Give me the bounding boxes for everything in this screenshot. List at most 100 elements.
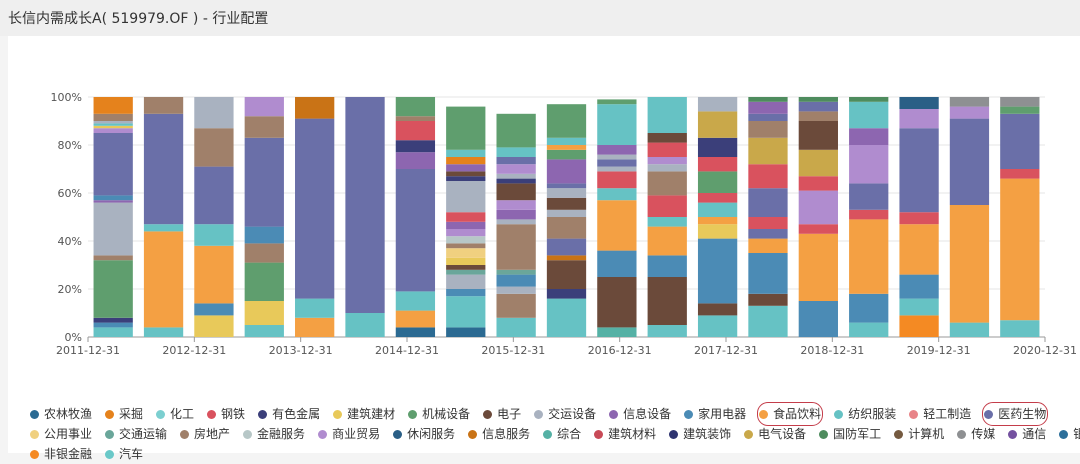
- legend-item[interactable]: 建筑装饰: [669, 424, 731, 444]
- bar-segment: [244, 301, 284, 325]
- bar-segment: [295, 97, 335, 119]
- legend-item[interactable]: 交运设备: [534, 404, 596, 424]
- bar-segment: [496, 274, 536, 287]
- legend-item[interactable]: 食品饮料: [757, 402, 824, 426]
- bar-segment: [597, 171, 637, 189]
- legend-swatch-icon: [30, 430, 39, 439]
- bar-segment: [93, 123, 133, 126]
- bar-segment: [899, 315, 939, 337]
- bar-segment: [395, 291, 436, 311]
- legend-item[interactable]: 采掘: [105, 404, 143, 424]
- legend-item[interactable]: 综合: [543, 424, 581, 444]
- y-tick-label: 100%: [51, 91, 82, 104]
- title-bar: 长信内需成长A( 519979.OF ) - 行业配置: [0, 0, 1080, 36]
- bar-segment: [647, 171, 687, 196]
- bar-segment: [748, 293, 788, 306]
- legend-row: 农林牧渔 采掘 化工 钢铁 有色金属 建筑建材 机械设备 电子 交运设备 信息设备 家用电器 食品饮料…: [30, 402, 1080, 426]
- legend-item[interactable]: 通信: [1008, 424, 1046, 444]
- legend-item[interactable]: 机械设备: [408, 404, 470, 424]
- legend-item[interactable]: 农林牧渔: [30, 404, 92, 424]
- legend-item[interactable]: 银行: [1059, 424, 1080, 444]
- x-tick-label: 2017-12-31: [694, 344, 758, 357]
- bar-segment: [446, 229, 486, 237]
- bar-segment: [93, 195, 133, 201]
- bar-segment: [496, 147, 536, 157]
- bar-segment: [395, 152, 436, 169]
- legend-swatch-icon: [609, 410, 619, 419]
- legend-swatch-icon: [894, 430, 904, 439]
- bar-segment: [597, 154, 637, 160]
- legend-item[interactable]: 信息设备: [609, 404, 671, 424]
- legend-item[interactable]: 金融服务: [243, 424, 305, 444]
- legend-item[interactable]: 公用事业: [30, 424, 92, 444]
- legend-item[interactable]: 信息服务: [468, 424, 530, 444]
- legend-label: 纺织服装: [848, 407, 897, 421]
- bar-segment: [496, 286, 536, 294]
- legend-swatch-icon: [243, 430, 253, 439]
- bar-segment: [697, 97, 738, 112]
- bar-segment: [93, 113, 133, 121]
- legend-item[interactable]: 医药生物: [982, 402, 1049, 426]
- legend-item[interactable]: 建筑材料: [594, 424, 656, 444]
- chart-legend: 农林牧渔 采掘 化工 钢铁 有色金属 建筑建材 机械设备 电子 交运设备 信息设备 家用电器 食品饮料…: [30, 402, 1080, 464]
- bar-segment: [446, 296, 486, 328]
- bar-segment: [798, 111, 838, 121]
- legend-swatch-icon: [318, 430, 328, 439]
- bar-segment: [143, 231, 184, 328]
- bar-segment: [647, 133, 687, 143]
- legend-item[interactable]: 纺织服装: [834, 404, 896, 424]
- bar-segment: [849, 101, 889, 129]
- bar-segment: [546, 217, 587, 239]
- legend-label: 国防军工: [833, 427, 882, 441]
- legend-item[interactable]: 建筑建材: [333, 404, 395, 424]
- legend-item[interactable]: 化工: [156, 404, 194, 424]
- legend-item[interactable]: 有色金属: [258, 404, 320, 424]
- legend-swatch-icon: [156, 410, 166, 419]
- bar-segment: [496, 293, 536, 318]
- legend-label: 金融服务: [257, 427, 306, 441]
- legend-item[interactable]: 钢铁: [207, 404, 245, 424]
- bar-segment: [597, 145, 637, 155]
- bar-segment: [647, 142, 687, 157]
- legend-item[interactable]: 电子: [483, 404, 521, 424]
- y-tick-label: 80%: [58, 139, 82, 152]
- legend-label: 非银金融: [44, 447, 93, 461]
- bar-segment: [1000, 320, 1040, 337]
- bar-segment: [93, 128, 133, 133]
- legend-item[interactable]: 休闲服务: [393, 424, 455, 444]
- legend-item[interactable]: 商业贸易: [318, 424, 380, 444]
- legend-item[interactable]: 计算机: [894, 424, 944, 444]
- bar-segment: [194, 245, 234, 304]
- legend-swatch-icon: [759, 410, 769, 419]
- legend-label: 商业贸易: [332, 427, 381, 441]
- legend-item[interactable]: 家用电器: [684, 404, 746, 424]
- bar-segment: [546, 255, 587, 261]
- bar-segment: [496, 173, 536, 179]
- legend-label: 传媒: [971, 427, 996, 441]
- legend-item[interactable]: 轻工制造: [909, 404, 971, 424]
- bar-segment: [697, 202, 738, 217]
- legend-swatch-icon: [909, 410, 919, 419]
- bar-segment: [849, 183, 889, 210]
- legend-item[interactable]: 交通运输: [105, 424, 167, 444]
- legend-item[interactable]: 房地产: [180, 424, 230, 444]
- bar-segment: [798, 121, 838, 150]
- legend-swatch-icon: [333, 410, 343, 419]
- legend-swatch-icon: [744, 430, 754, 439]
- legend-label: 机械设备: [422, 407, 471, 421]
- bar-segment: [345, 97, 385, 313]
- bar-segment: [899, 298, 939, 316]
- legend-label: 公用事业: [44, 427, 93, 441]
- legend-item[interactable]: 国防军工: [819, 424, 881, 444]
- legend-item[interactable]: 传媒: [957, 424, 995, 444]
- bar-segment: [496, 164, 536, 174]
- legend-item[interactable]: 汽车: [105, 444, 143, 464]
- bar-segment: [597, 277, 637, 328]
- legend-label: 休闲服务: [407, 427, 456, 441]
- legend-item[interactable]: 电气设备: [744, 424, 806, 444]
- bar-segment: [748, 217, 788, 229]
- legend-item[interactable]: 非银金融: [30, 444, 92, 464]
- bar-segment: [849, 322, 889, 337]
- legend-label: 计算机: [908, 427, 945, 441]
- legend-swatch-icon: [594, 430, 604, 439]
